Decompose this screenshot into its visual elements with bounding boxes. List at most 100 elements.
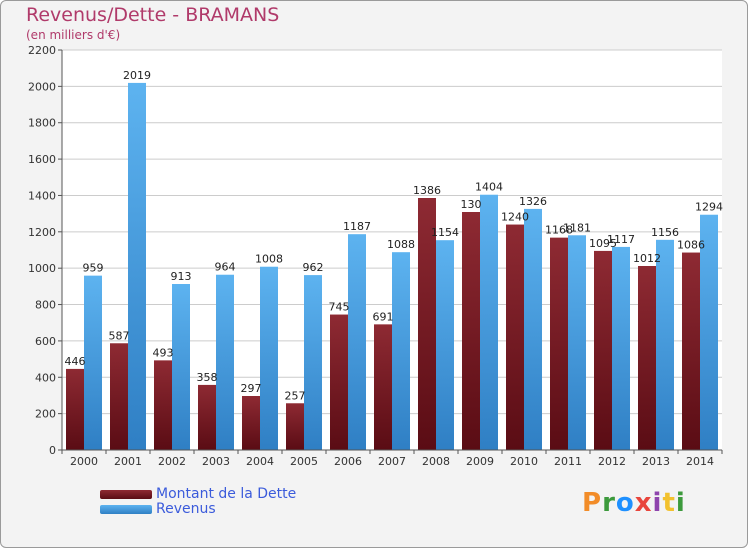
- x-tick-label: 2003: [202, 455, 230, 468]
- x-tick-label: 2002: [158, 455, 186, 468]
- data-label-revenus: 1117: [607, 233, 635, 246]
- x-tick-label: 2011: [554, 455, 582, 468]
- bar-debt: [418, 198, 436, 450]
- bar-revenus: [348, 234, 366, 450]
- legend-label-debt: Montant de la Dette: [156, 486, 297, 502]
- data-label-debt: 587: [109, 329, 130, 342]
- x-tick-label: 2012: [598, 455, 626, 468]
- proxiti-logo: Proxiti: [582, 488, 686, 518]
- data-label-debt: 1012: [633, 252, 661, 265]
- data-label-debt: 1386: [413, 184, 441, 197]
- y-tick-label: 800: [35, 299, 56, 312]
- y-tick-label: 600: [35, 335, 56, 348]
- x-tick-label: 2000: [70, 455, 98, 468]
- legend-item-revenus: Revenus: [100, 501, 216, 517]
- bar-revenus: [260, 266, 278, 450]
- bar-revenus: [216, 274, 234, 450]
- data-label-revenus: 962: [303, 261, 324, 274]
- data-label-debt: 1086: [677, 239, 705, 252]
- data-label-debt: 1168: [545, 224, 573, 237]
- data-label-debt: 493: [153, 346, 174, 359]
- y-tick-label: 1200: [28, 226, 56, 239]
- bar-debt: [154, 360, 172, 450]
- x-tick-label: 2005: [290, 455, 318, 468]
- chart-title: Revenus/Dette - BRAMANS: [26, 4, 280, 26]
- data-label-debt: 297: [241, 382, 262, 395]
- bar-revenus: [568, 235, 586, 450]
- legend-item-debt: Montant de la Dette: [100, 486, 296, 502]
- data-label-revenus: 1088: [387, 238, 415, 251]
- y-tick-label: 1600: [28, 153, 56, 166]
- bar-revenus: [612, 246, 630, 450]
- data-label-revenus: 1326: [519, 195, 547, 208]
- legend-label-revenus: Revenus: [156, 501, 216, 517]
- data-label-revenus: 913: [171, 270, 192, 283]
- x-tick-label: 2013: [642, 455, 670, 468]
- data-label-debt: 691: [373, 310, 394, 323]
- legend-swatch-debt: [100, 489, 152, 499]
- data-label-debt: 1095: [589, 237, 617, 250]
- bar-revenus: [480, 194, 498, 450]
- bar-revenus: [524, 208, 542, 450]
- data-label-debt: 358: [197, 371, 218, 384]
- data-label-revenus: 964: [215, 261, 236, 274]
- data-label-revenus: 1404: [475, 181, 503, 194]
- x-tick-label: 2001: [114, 455, 142, 468]
- y-tick-label: 200: [35, 408, 56, 421]
- bar-debt: [374, 324, 392, 450]
- data-label-debt: 130: [461, 198, 482, 211]
- y-tick-label: 2200: [28, 44, 56, 57]
- y-tick-label: 2000: [28, 80, 56, 93]
- bar-revenus: [700, 214, 718, 450]
- data-label-revenus: 2019: [123, 69, 151, 82]
- x-tick-label: 2009: [466, 455, 494, 468]
- logo-letter: t: [662, 488, 676, 518]
- data-label-revenus: 1156: [651, 226, 679, 239]
- data-label-revenus: 1154: [431, 226, 459, 239]
- bar-debt: [242, 396, 260, 450]
- bar-debt: [594, 250, 612, 450]
- bar-debt: [330, 314, 348, 450]
- bar-debt: [550, 237, 568, 450]
- x-tick-label: 2006: [334, 455, 362, 468]
- bar-revenus: [656, 239, 674, 450]
- x-tick-label: 2014: [686, 455, 714, 468]
- logo-letter: o: [615, 488, 635, 518]
- y-tick-label: 0: [49, 444, 56, 457]
- data-label-debt: 257: [285, 389, 306, 402]
- chart-subtitle: (en milliers d'€): [26, 28, 121, 42]
- bar-revenus: [436, 240, 454, 450]
- data-label-revenus: 1294: [695, 201, 723, 214]
- bar-debt: [286, 403, 304, 450]
- legend-swatch-revenus: [100, 504, 152, 514]
- x-tick-label: 2008: [422, 455, 450, 468]
- data-label-debt: 745: [329, 301, 350, 314]
- bar-debt: [682, 252, 700, 450]
- x-tick-label: 2007: [378, 455, 406, 468]
- data-label-revenus: 1181: [563, 221, 591, 234]
- y-tick-label: 1400: [28, 189, 56, 202]
- bar-debt: [110, 343, 128, 450]
- data-label-revenus: 1187: [343, 220, 371, 233]
- x-tick-label: 2004: [246, 455, 274, 468]
- y-tick-label: 400: [35, 371, 56, 384]
- data-label-revenus: 959: [83, 262, 104, 275]
- logo-letter: P: [582, 488, 603, 518]
- data-label-revenus: 1008: [255, 253, 283, 266]
- bar-debt: [198, 384, 216, 450]
- logo-letter: i: [652, 488, 663, 518]
- y-tick-label: 1800: [28, 117, 56, 130]
- bar-debt: [506, 224, 524, 450]
- bar-revenus: [392, 252, 410, 450]
- logo-letter: x: [634, 488, 653, 518]
- bar-revenus: [172, 284, 190, 450]
- bar-revenus: [84, 275, 102, 450]
- x-tick-label: 2010: [510, 455, 538, 468]
- data-label-debt: 446: [65, 355, 86, 368]
- bar-revenus: [128, 82, 146, 450]
- bar-debt: [462, 212, 480, 450]
- bar-debt: [638, 266, 656, 450]
- y-tick-label: 1000: [28, 262, 56, 275]
- logo-letter: i: [675, 488, 686, 518]
